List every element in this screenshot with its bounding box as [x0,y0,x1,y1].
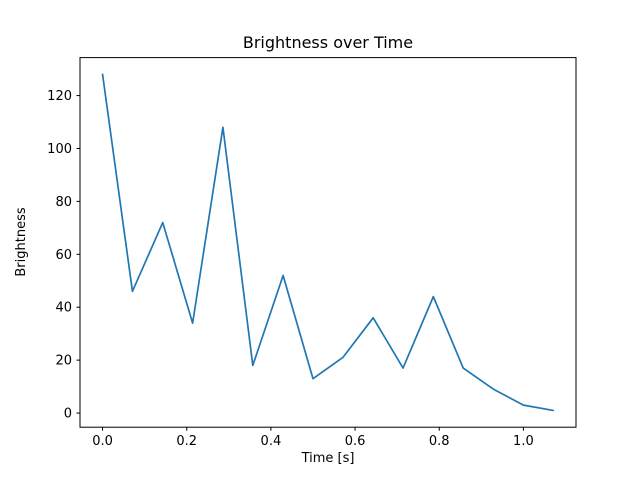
y-tick-label: 40 [55,301,72,316]
y-tick-label: 60 [55,248,72,263]
y-tick-label: 100 [47,142,72,157]
x-tick-label: 0.6 [345,434,366,449]
y-tick-label: 20 [55,354,72,369]
x-ticks: 0.0 0.2 0.4 0.6 0.8 1.0 [92,427,534,449]
chart-title: Brightness over Time [243,33,413,52]
plot-area [80,57,576,428]
x-tick-label: 0.8 [429,434,450,449]
x-tick-label: 0.4 [261,434,282,449]
x-axis-label: Time [s] [301,451,355,466]
x-tick-label: 1.0 [513,434,534,449]
x-tick-label: 0.2 [176,434,197,449]
y-tick-label: 0 [64,407,72,422]
y-tick-label: 120 [47,89,72,104]
axes-spines [79,57,577,428]
y-tick-label: 80 [55,195,72,210]
data-series [101,73,555,412]
y-axis-label: Brightness [14,207,29,276]
brightness-line [101,73,555,412]
x-tick-label: 0.0 [92,434,113,449]
y-ticks: 0 20 40 60 80 100 120 [47,89,80,422]
